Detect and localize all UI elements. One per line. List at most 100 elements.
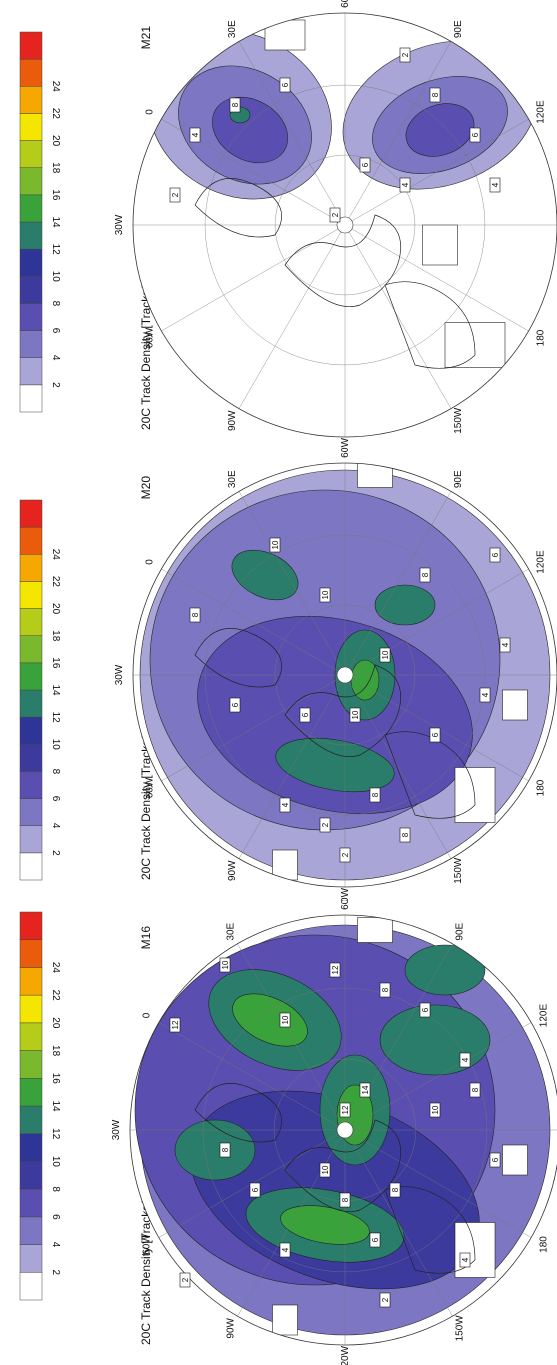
contour-label: 8 [219,1142,231,1158]
longitude-label: 0 [144,559,155,565]
colorbar-tick-label: 14 [50,684,61,696]
colorbar-tick-label: 24 [50,549,61,561]
colorbar-swatch [19,86,43,114]
colorbar-swatch [19,689,43,718]
colorbar-tick-label: 12 [50,712,61,724]
colorbar-swatch [19,1216,43,1245]
coastline [194,1082,476,1274]
contour-label: 6 [429,727,441,743]
longitude-label: 90W [227,860,238,881]
longitude-label: 150W [455,1315,466,1342]
graticule [133,463,557,887]
contour-label: 12 [329,962,341,978]
svg-text:8: 8 [341,1197,350,1202]
polar-map [133,463,557,887]
contour-label: 2 [319,817,331,833]
contour-label: 6 [489,1152,501,1168]
density-contour [280,1205,370,1245]
colorbar-tick-label: 12 [50,1128,61,1140]
masked-region [502,1144,528,1176]
masked-region [264,19,306,51]
masked-region [454,767,496,823]
contour-label: 8 [429,87,441,103]
contour-label: 8 [379,982,391,998]
model-label: M20 [139,476,153,500]
contour-label: 6 [359,157,371,173]
map-boundary [132,12,557,438]
density-contour [404,944,486,996]
graticule [130,915,557,1345]
colorbar-tick-label: 12 [50,244,61,256]
colorbar-tick-label: 6 [50,328,61,334]
svg-text:2: 2 [331,212,340,217]
colorbar-tick-label: 18 [50,1045,61,1057]
colorbar-swatch [19,716,43,745]
density-contour [275,737,395,793]
svg-text:4: 4 [281,802,290,807]
longitude-label: 60W [144,327,155,348]
longitude-label: 60E [340,900,351,910]
colorbar-tick-label: 2 [50,382,61,388]
masked-region [357,463,393,488]
contour-label: 10 [269,537,281,553]
colorbar-swatch [19,276,43,304]
colorbar-tick-label: 14 [50,216,61,228]
colorbar-swatch [19,1105,43,1134]
svg-text:2: 2 [321,822,330,827]
colorbar-tick-label: 20 [50,1017,61,1029]
colorbar-swatch [19,499,43,528]
colorbar-swatch [19,744,43,772]
svg-text:14: 14 [361,1085,370,1094]
contour-labels: 10 12 10 12 8 6 4 8 6 4 2 6 8 8 10 12 14 10 8 6 4 2 [169,957,501,1308]
masked-region [357,917,393,943]
contour-label: 2 [169,187,181,203]
colorbar-swatch [19,967,43,996]
svg-text:8: 8 [191,612,200,617]
density-contour [197,616,473,814]
contour-label: 4 [279,1242,291,1258]
colorbar-tick-label: 10 [50,271,61,283]
masked-region [454,1222,496,1278]
colorbar-swatch [19,1272,43,1301]
svg-text:6: 6 [301,712,310,717]
colorbar-swatch [19,1078,43,1107]
svg-text:10: 10 [321,590,330,599]
map-panel-m21: 2 4 6 8 10 12 14 16 18 20 22 24 20C Track Density [T… [0,0,557,450]
svg-text:12: 12 [171,1020,180,1029]
contour-label: 2 [339,847,351,863]
colorbar-tick-label: 24 [50,81,61,93]
svg-text:4: 4 [401,182,410,187]
svg-text:8: 8 [371,792,380,797]
contour-label: 4 [399,177,411,193]
colorbar-tick-label: 20 [50,603,61,615]
svg-text:4: 4 [191,132,200,137]
colorbar-swatch [19,357,43,386]
svg-text:10: 10 [221,960,230,969]
svg-text:10: 10 [381,650,390,659]
colorbar-swatch [19,852,43,881]
longitude-label: 150W [453,857,464,884]
contour-label: 10 [219,957,231,973]
svg-text:2: 2 [381,1297,390,1302]
colorbar-swatch [19,1161,43,1190]
contour-labels: 8 6 4 2 8 6 4 2 6 4 2 [169,47,501,223]
contour-label: 6 [279,77,291,93]
longitude-label: 90W [226,1317,237,1338]
colorbar-swatch [19,113,43,141]
longitude-label: 120E [538,1003,549,1027]
longitude-label: 120W [340,887,351,900]
contour-label: 2 [329,207,341,223]
longitude-label: 90W [227,410,238,431]
colorbar-tick-label: 10 [50,1156,61,1168]
colorbar-tick-label: 24 [50,962,61,974]
svg-text:6: 6 [361,162,370,167]
longitude-label: 150W [453,407,464,434]
colorbar-tick-label: 16 [50,657,61,669]
contour-label: 4 [189,127,201,143]
svg-text:2: 2 [401,52,410,57]
map-panel-m20: 2 4 6 8 10 12 14 16 18 20 22 24 20C Track Density [T… [0,450,557,900]
